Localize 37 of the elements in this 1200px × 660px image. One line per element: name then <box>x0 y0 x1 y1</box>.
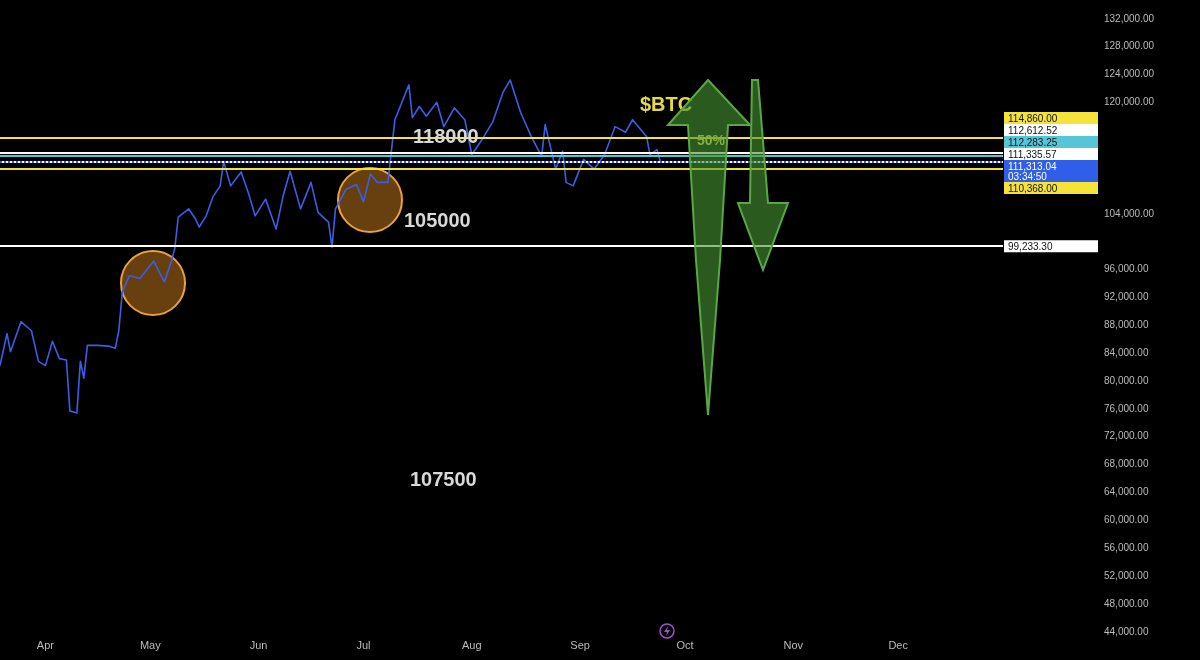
y-tick-label: 56,000.00 <box>1104 541 1149 553</box>
ref-line-label: 99,233.30 <box>1008 240 1053 252</box>
ref-line-label: 114,860.00 <box>1008 112 1058 124</box>
y-tick-label: 60,000.00 <box>1104 514 1149 526</box>
ref-line-label: 112,283.25 <box>1008 136 1058 148</box>
x-tick-label: Apr <box>36 638 55 651</box>
y-tick-label: 104,000.00 <box>1104 207 1155 219</box>
y-tick-label: 80,000.00 <box>1104 374 1149 386</box>
ref-line-label: 110,368.00 <box>1008 182 1058 194</box>
ref-line-label: 111,335.57 <box>1008 148 1057 160</box>
y-tick-label: 128,000.00 <box>1104 40 1155 52</box>
y-tick-label: 124,000.00 <box>1104 68 1155 80</box>
x-tick-label: Nov <box>783 638 804 651</box>
x-tick-label: Dec <box>888 638 909 651</box>
y-tick-label: 64,000.00 <box>1104 486 1149 498</box>
y-tick-label: 72,000.00 <box>1104 430 1149 442</box>
y-tick-label: 44,000.00 <box>1104 625 1149 637</box>
y-tick-label: 132,000.00 <box>1104 12 1155 24</box>
y-tick-label: 96,000.00 <box>1104 263 1149 275</box>
y-tick-label: 120,000.00 <box>1104 96 1155 108</box>
ref-line-label: 111,313.04 03:34:50 <box>1008 160 1057 182</box>
x-tick-label: Sep <box>570 638 590 651</box>
x-tick-label: Aug <box>462 638 482 651</box>
y-tick-label: 88,000.00 <box>1104 319 1149 330</box>
annotation: 107500 <box>410 468 477 490</box>
ref-line-label: 112,612.52 <box>1008 124 1058 136</box>
y-tick-label: 52,000.00 <box>1104 569 1149 581</box>
y-tick-label: 84,000.00 <box>1104 346 1149 358</box>
x-tick-label: Oct <box>676 638 694 651</box>
x-tick-label: Jul <box>356 638 371 651</box>
annotation: 105000 <box>404 209 471 231</box>
y-tick-label: 76,000.00 <box>1104 402 1149 414</box>
x-tick-label: Jun <box>249 638 268 651</box>
y-tick-label: 68,000.00 <box>1104 458 1149 470</box>
y-tick-label: 48,000.00 <box>1104 597 1149 609</box>
y-tick-label: 92,000.00 <box>1104 291 1149 303</box>
x-tick-label: May <box>139 638 162 651</box>
